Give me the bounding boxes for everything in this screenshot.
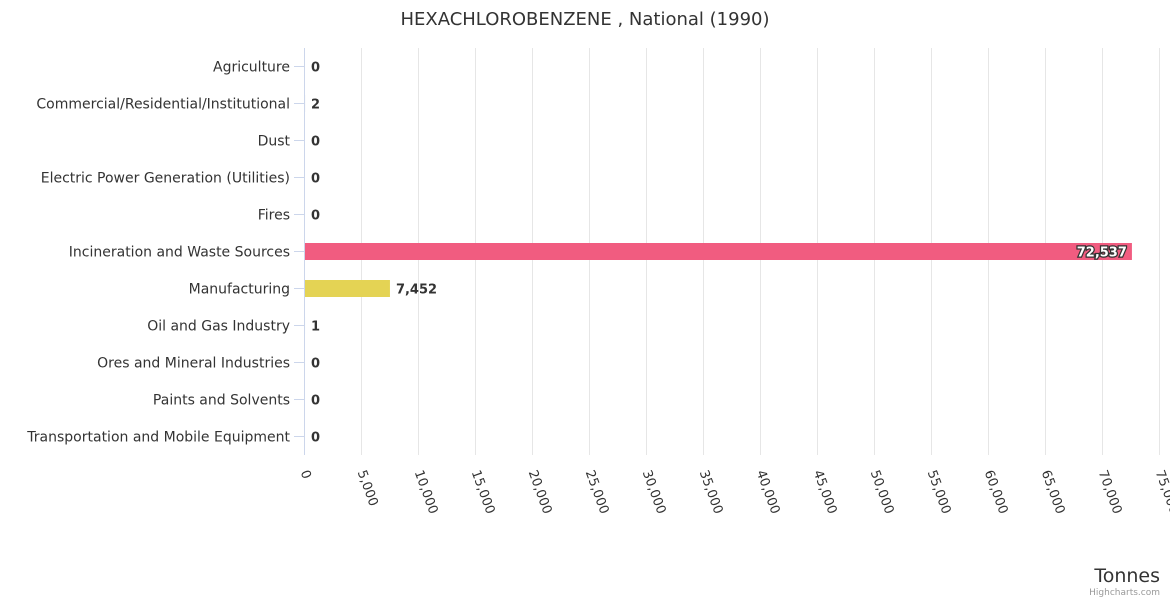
category-label: Ores and Mineral Industries: [97, 356, 290, 372]
tick-label: 70,000: [1095, 468, 1125, 516]
category-label: Transportation and Mobile Equipment: [26, 430, 290, 446]
category-label: Dust: [258, 134, 291, 150]
category-label: Agriculture: [213, 60, 290, 76]
data-label: 0: [311, 172, 320, 187]
category-label: Paints and Solvents: [153, 393, 290, 409]
credits-link[interactable]: Highcharts.com: [1089, 588, 1160, 598]
category-label: Manufacturing: [189, 282, 290, 298]
data-label: 0: [311, 61, 320, 76]
data-label: 2: [311, 98, 320, 113]
tick-label: 30,000: [639, 468, 669, 516]
tick-label: 20,000: [525, 468, 555, 516]
data-labels: 0 2 0 0 0 72,537 7,452 1 0 0 0: [311, 61, 1128, 446]
data-label: 0: [311, 431, 320, 446]
tick-label: 45,000: [810, 468, 840, 516]
bar-series: [305, 95, 1132, 334]
category-label: Fires: [258, 208, 290, 224]
tick-label: 5,000: [354, 468, 381, 508]
tick-label: 75,000: [1152, 468, 1170, 516]
category-label: Electric Power Generation (Utilities): [41, 171, 290, 187]
value-axis-title: Tonnes: [1093, 565, 1160, 587]
tick-label: 25,000: [582, 468, 612, 516]
tick-label: 0: [297, 468, 314, 481]
data-label: 0: [311, 394, 320, 409]
data-label: 1: [311, 320, 320, 335]
category-label: Oil and Gas Industry: [147, 319, 290, 335]
tick-label: 50,000: [867, 468, 897, 516]
data-label: 0: [311, 209, 320, 224]
tick-label: 65,000: [1038, 468, 1068, 516]
chart-title: HEXACHLOROBENZENE , National (1990): [400, 9, 769, 30]
tick-label: 35,000: [696, 468, 726, 516]
tick-label: 40,000: [753, 468, 783, 516]
data-label: 0: [311, 357, 320, 372]
data-label: 7,452: [396, 283, 437, 298]
category-label: Incineration and Waste Sources: [69, 245, 290, 261]
data-label: 72,537: [1077, 246, 1127, 261]
bar[interactable]: [305, 280, 390, 297]
tick-label: 55,000: [924, 468, 954, 516]
category-axis: Agriculture Commercial/Residential/Instit…: [26, 48, 305, 455]
value-axis-ticks: 0 5,000 10,000 15,000 20,000 25,000 30,000 35,0…: [297, 468, 1170, 516]
tick-label: 60,000: [981, 468, 1011, 516]
tick-label: 15,000: [468, 468, 498, 516]
tick-label: 10,000: [411, 468, 441, 516]
category-label: Commercial/Residential/Institutional: [36, 97, 290, 113]
data-label: 0: [311, 135, 320, 150]
bar[interactable]: [305, 243, 1132, 260]
